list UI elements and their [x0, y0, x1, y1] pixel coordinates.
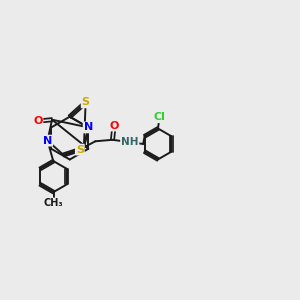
Text: NH: NH: [121, 137, 139, 147]
Text: N: N: [43, 136, 52, 146]
Text: N: N: [84, 122, 93, 132]
Text: S: S: [82, 98, 90, 107]
Text: S: S: [76, 145, 84, 154]
Text: O: O: [109, 121, 119, 130]
Text: O: O: [33, 116, 42, 126]
Text: Cl: Cl: [154, 112, 165, 122]
Text: CH₃: CH₃: [44, 198, 63, 208]
